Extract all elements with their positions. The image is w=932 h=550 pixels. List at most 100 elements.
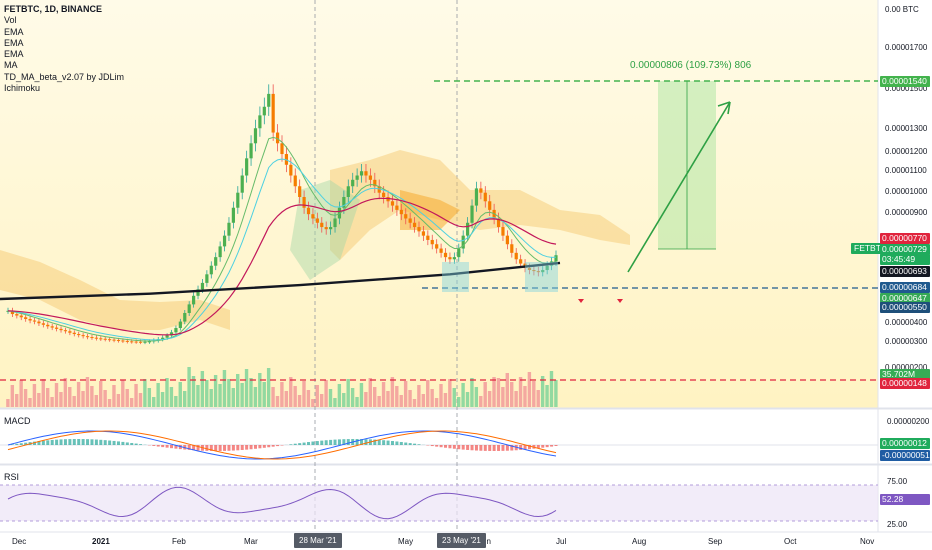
volume-bar bbox=[293, 386, 297, 407]
candle-body bbox=[302, 196, 306, 208]
volume-bar bbox=[439, 384, 443, 407]
macd-histogram-bar bbox=[545, 445, 549, 448]
volume-bar bbox=[112, 385, 116, 407]
volume-bar bbox=[465, 392, 470, 407]
time-axis-label: Jul bbox=[556, 537, 567, 546]
candle-body bbox=[245, 158, 249, 176]
macd-histogram-bar bbox=[466, 445, 470, 450]
indicator-legend-item[interactable]: Ichimoku bbox=[4, 83, 41, 94]
volume-bar bbox=[205, 380, 209, 407]
macd-histogram-bar bbox=[364, 439, 368, 445]
candle-body bbox=[373, 179, 377, 187]
volume-bar bbox=[244, 369, 249, 407]
volume-bar bbox=[182, 391, 187, 407]
candle-body bbox=[174, 328, 178, 333]
price-scale-label: 0.00000300 bbox=[885, 337, 928, 346]
volume-bar bbox=[328, 389, 333, 407]
macd-histogram-bar bbox=[223, 445, 227, 451]
candle-body bbox=[364, 171, 368, 176]
indicator-legend-item[interactable]: TD_MA_beta_v2.07 by JDLim bbox=[4, 71, 125, 82]
down-arrow-marker bbox=[617, 299, 623, 303]
volume-bar bbox=[510, 382, 514, 407]
candle-body bbox=[483, 192, 487, 202]
price-tag: 03:45:49 bbox=[880, 254, 930, 265]
candle-body bbox=[90, 337, 94, 339]
candle-body bbox=[395, 205, 399, 210]
volume-bar bbox=[218, 384, 222, 407]
candle-body bbox=[258, 115, 262, 129]
candle-body bbox=[46, 324, 50, 327]
indicator-legend-item[interactable]: EMA bbox=[4, 26, 24, 37]
macd-histogram-bar bbox=[483, 445, 487, 451]
candle-body bbox=[134, 341, 138, 343]
candle-body bbox=[368, 175, 372, 180]
pane-scale-label: 0.00000200 bbox=[887, 417, 930, 426]
candle-body bbox=[68, 331, 72, 333]
rsi-line bbox=[7, 486, 557, 520]
candle-body bbox=[430, 239, 434, 245]
candle-body bbox=[466, 222, 470, 236]
candle-body bbox=[19, 315, 23, 318]
indicator-legend-item[interactable]: EMA bbox=[4, 49, 24, 60]
candle-body bbox=[404, 214, 408, 219]
macd-histogram-bar bbox=[452, 445, 456, 449]
macd-histogram-bar bbox=[395, 441, 399, 445]
volume-bar bbox=[253, 387, 258, 407]
symbol-title[interactable]: FETBTC, 1D, BINANCE bbox=[4, 4, 103, 14]
macd-histogram-bar bbox=[497, 445, 501, 451]
candle-body bbox=[439, 248, 443, 253]
indicator-legend-item[interactable]: Vol bbox=[4, 15, 17, 26]
price-scale-label: 0.00001200 bbox=[885, 147, 928, 156]
candle-body bbox=[169, 332, 174, 336]
candle-body bbox=[359, 171, 364, 176]
candle-body bbox=[55, 327, 59, 329]
candle-body bbox=[112, 339, 116, 341]
volume-bar bbox=[324, 380, 328, 407]
volume-bar bbox=[373, 387, 377, 407]
candle-body bbox=[519, 259, 523, 264]
candle-body bbox=[351, 179, 355, 187]
price-tag: 0.00000647 bbox=[880, 293, 930, 304]
indicator-legend-item[interactable]: EMA bbox=[4, 37, 24, 48]
ema-mid-line bbox=[7, 158, 557, 341]
projection-arrow bbox=[627, 101, 731, 273]
macd-histogram-bar bbox=[253, 445, 257, 449]
volume-bar bbox=[227, 379, 231, 407]
macd-histogram-bar bbox=[156, 445, 160, 447]
volume-bar bbox=[496, 378, 501, 407]
macd-histogram-bar bbox=[377, 439, 381, 445]
price-tag: 0.00000770 bbox=[880, 233, 930, 244]
pane-scale-label: 25.00 bbox=[887, 520, 908, 529]
volume-bar bbox=[289, 377, 293, 407]
candle-body bbox=[125, 340, 129, 342]
candle-body bbox=[130, 341, 134, 343]
projection-label: 0.00000806 (109.73%) 806 bbox=[630, 60, 752, 71]
volume-bar bbox=[138, 393, 143, 407]
volume-bar bbox=[125, 389, 129, 407]
volume-bar bbox=[10, 385, 15, 407]
volume-bars bbox=[6, 367, 558, 407]
macd-histogram-bar bbox=[413, 443, 417, 445]
candle-body bbox=[514, 252, 518, 260]
volume-bar bbox=[121, 380, 125, 407]
macd-histogram-bar bbox=[457, 445, 461, 450]
volume-bar bbox=[306, 390, 311, 407]
indicator-legend-item[interactable]: MA bbox=[4, 60, 18, 71]
macd-histogram-bar bbox=[231, 445, 235, 451]
price-tag: 0.00000148 bbox=[880, 378, 930, 389]
ma200-line bbox=[0, 261, 561, 301]
candle-body bbox=[289, 164, 293, 176]
volume-bar bbox=[492, 377, 496, 407]
volume-bar bbox=[426, 380, 430, 407]
macd-histogram-bar bbox=[134, 443, 138, 445]
volume-bar bbox=[81, 391, 85, 407]
pane-scale-label: 75.00 bbox=[887, 477, 908, 486]
volume-bar bbox=[395, 386, 399, 407]
price-scale-label: 0.00001100 bbox=[885, 166, 927, 175]
time-axis-label: 2021 bbox=[92, 537, 110, 546]
macd-histogram-bar bbox=[474, 445, 478, 451]
volume-bar bbox=[54, 383, 59, 407]
macd-histogram-bar bbox=[541, 445, 545, 448]
